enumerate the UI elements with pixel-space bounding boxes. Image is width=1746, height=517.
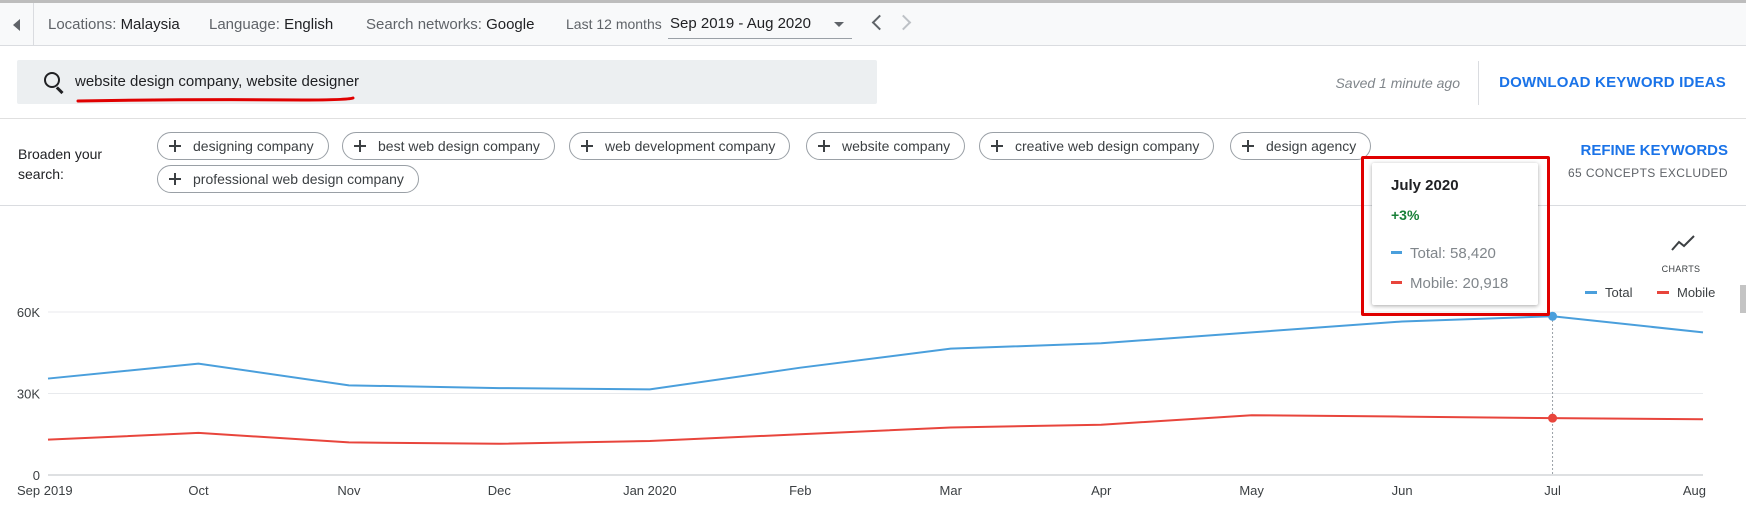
- tooltip-mobile: Mobile: 20,918: [1391, 275, 1508, 292]
- date-range-select[interactable]: Sep 2019 - Aug 2020: [668, 11, 852, 39]
- mobile-swatch: [1391, 280, 1402, 284]
- line-chart-icon: [1671, 235, 1695, 251]
- plus-icon: [169, 140, 181, 152]
- plus-icon: [818, 140, 830, 152]
- chevron-right-icon[interactable]: [895, 14, 912, 31]
- language-value: English: [284, 16, 334, 33]
- search-icon: [44, 72, 60, 88]
- search-row: website design company, website designer…: [0, 47, 1746, 119]
- filter-bar: Locations: Malaysia Language: English Se…: [0, 0, 1746, 46]
- chevron-left-icon[interactable]: [871, 14, 888, 31]
- search-networks-filter[interactable]: Search networks: Google: [366, 3, 534, 46]
- broaden-label: Broaden your search:: [18, 146, 103, 182]
- chip-creative-web-design-company[interactable]: creative web design company: [979, 132, 1215, 160]
- plus-icon: [1242, 140, 1254, 152]
- underline-annotation: [76, 96, 355, 103]
- concepts-excluded: 65 CONCEPTS EXCLUDED: [1567, 166, 1728, 180]
- date-range-value: Sep 2019 - Aug 2020: [670, 15, 811, 32]
- saved-status: Saved 1 minute ago: [1335, 75, 1460, 91]
- period-label: Last 12 months: [566, 16, 662, 32]
- plus-icon: [169, 173, 181, 185]
- tooltip-title: July 2020: [1391, 177, 1459, 194]
- chip-label: design agency: [1266, 138, 1357, 154]
- plus-icon: [581, 140, 593, 152]
- refine-keywords-button[interactable]: REFINE KEYWORDS: [1580, 142, 1728, 159]
- search-input[interactable]: website design company, website designer: [17, 60, 877, 104]
- language-filter[interactable]: Language: English: [209, 3, 333, 46]
- tooltip-total: Total: 58,420: [1391, 245, 1496, 262]
- locations-filter[interactable]: Locations: Malaysia: [48, 3, 180, 46]
- chip-label: web development company: [605, 138, 776, 154]
- networks-label: Search networks:: [366, 16, 482, 33]
- chip-best-web-design-company[interactable]: best web design company: [342, 132, 555, 160]
- broaden-search-row: Broaden your search: designing company b…: [0, 120, 1746, 206]
- locations-label: Locations:: [48, 16, 117, 33]
- caret-down-icon: [834, 22, 844, 27]
- tooltip-mobile-text: Mobile: 20,918: [1410, 275, 1509, 292]
- search-query[interactable]: website design company, website designer: [75, 73, 360, 90]
- chip-web-development-company[interactable]: web development company: [569, 132, 791, 160]
- triangle-left-icon: [13, 18, 20, 31]
- charts-button-label: CHARTS: [1661, 264, 1701, 274]
- scrollbar[interactable]: [1740, 285, 1746, 313]
- locations-value: Malaysia: [120, 16, 180, 33]
- plus-icon: [991, 140, 1003, 152]
- language-label: Language:: [209, 16, 280, 33]
- divider: [1478, 61, 1479, 105]
- charts-button[interactable]: [1663, 235, 1703, 256]
- chip-professional-web-design-company[interactable]: professional web design company: [157, 165, 419, 193]
- chip-label: website company: [842, 138, 951, 154]
- chip-designing-company[interactable]: designing company: [157, 132, 329, 160]
- plus-icon: [354, 140, 366, 152]
- chip-label: best web design company: [378, 138, 540, 154]
- tooltip-change: +3%: [1391, 207, 1420, 223]
- chip-label: designing company: [193, 138, 314, 154]
- download-keyword-ideas-button[interactable]: DOWNLOAD KEYWORD IDEAS: [1499, 74, 1726, 91]
- total-swatch: [1391, 250, 1402, 254]
- chip-design-agency[interactable]: design agency: [1230, 132, 1372, 160]
- collapse-button[interactable]: [0, 3, 34, 46]
- chip-label: creative web design company: [1015, 138, 1200, 154]
- chip-website-company[interactable]: website company: [806, 132, 966, 160]
- chip-label: professional web design company: [193, 171, 404, 187]
- highlight-annotation-box: [1361, 156, 1550, 316]
- networks-value: Google: [486, 16, 535, 33]
- tooltip-total-text: Total: 58,420: [1410, 245, 1496, 262]
- chart-tooltip: July 2020 +3% Total: 58,420 Mobile: 20,9…: [1372, 163, 1538, 305]
